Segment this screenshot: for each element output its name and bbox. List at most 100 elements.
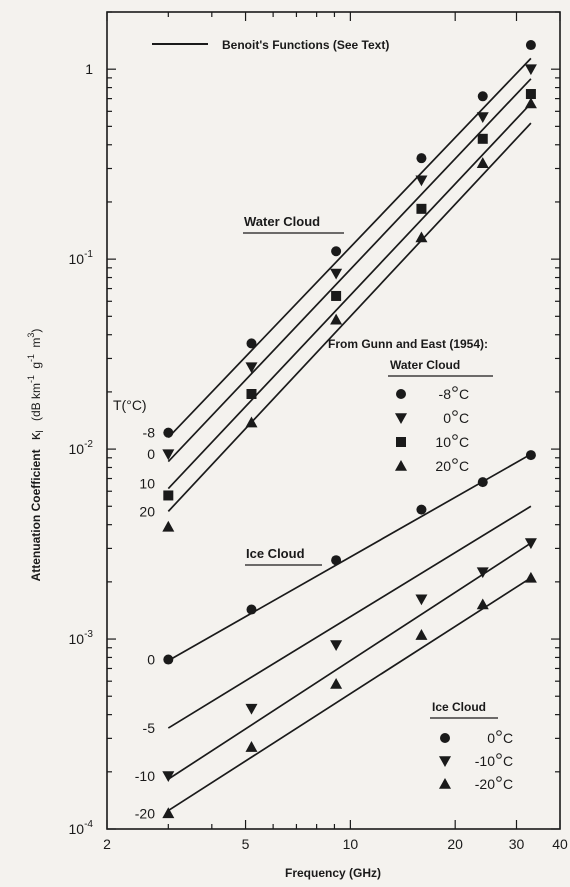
legend-entry-label: 20: [435, 458, 451, 474]
legend-entry-unit: C: [459, 386, 469, 402]
water-series-3-point: [330, 313, 343, 325]
water-series-3-point: [524, 97, 537, 109]
water-series-1-point: [162, 449, 175, 461]
water-series-0-point: [525, 40, 536, 51]
ice-series-4-point: [525, 450, 536, 461]
x-tick-label: 30: [509, 836, 525, 852]
plot-frame: [106, 11, 561, 830]
ice-benoit-line-7: [167, 577, 532, 812]
curve-temp-label: 0: [147, 446, 155, 462]
water-series-0-point: [477, 91, 488, 102]
ice-series-4-point: [477, 477, 488, 488]
legend-entry-unit: C: [459, 410, 469, 426]
legend-marker-water-0: [396, 389, 406, 399]
ice-series-5-point: [476, 567, 489, 579]
ice-series-6-point: [245, 741, 258, 752]
water-series-2-point: [477, 133, 488, 144]
water-benoit-line-2: [167, 102, 532, 490]
ice-series-4-point: [163, 654, 174, 665]
plot-border: [106, 11, 561, 830]
water-series-1-point: [415, 175, 428, 187]
water-series-2-point: [246, 388, 257, 399]
water-legend-title: Water Cloud: [390, 358, 460, 372]
degree-symbol: [496, 776, 502, 782]
text-labels: 2 5 10 20 30 40 10-4 10-3 10-2 10-1 1 -8 0 10 20 0 -5 -10…: [69, 61, 568, 852]
water-series-1-point: [245, 362, 258, 374]
water-benoit-line-3: [167, 122, 532, 512]
ice-series-6-point: [162, 807, 175, 819]
ice-series-6-point: [524, 571, 537, 583]
legend-marker-water-2: [396, 437, 406, 447]
ice-series-4-point: [416, 504, 427, 515]
water-series-3-point: [476, 157, 489, 168]
curve-temp-label: -8: [143, 425, 156, 441]
legend-entry-label: -20: [475, 776, 495, 792]
x-tick-label: 10: [343, 836, 359, 852]
x-axis-label: Frequency (GHz): [285, 866, 381, 880]
y-tick-label: 10-4: [69, 819, 94, 837]
water-series-0-point: [163, 427, 174, 438]
water-series-2-point: [525, 89, 536, 100]
legend-marker-ice-1: [439, 756, 451, 767]
y-axis-units-open: (dB km: [29, 383, 43, 421]
ice-series-5-point: [245, 703, 258, 715]
legend-marker-water-1: [395, 413, 407, 424]
water-series-3-point: [162, 520, 175, 532]
y-axis-units-exp2: -1: [26, 354, 36, 362]
benoit-lines: [167, 57, 532, 812]
ice-benoit-line-5: [167, 505, 532, 729]
legend-entry-unit: C: [503, 753, 513, 769]
ice-series-6-point: [415, 629, 428, 640]
curve-temp-label: -5: [143, 720, 156, 736]
ice-series-5-point: [415, 594, 428, 606]
axis-ticks: [106, 11, 561, 830]
water-series-0-point: [246, 338, 257, 349]
water-series-3-point: [245, 416, 258, 428]
water-series-1-point: [524, 64, 537, 76]
water-cloud-label: Water Cloud: [244, 214, 320, 229]
y-tick-label: 10-2: [69, 439, 94, 457]
x-tick-label: 20: [447, 836, 463, 852]
water-series-2-point: [416, 203, 427, 214]
ice-series-5-point: [162, 771, 175, 783]
temperature-header: T(°C): [113, 397, 147, 413]
y-tick-label: 10-1: [69, 249, 94, 267]
data-markers: [162, 40, 537, 819]
legend-entry-label: 10: [435, 434, 451, 450]
legend-entry-unit: C: [459, 434, 469, 450]
water-series-0-point: [331, 246, 342, 257]
y-tick-label: 1: [85, 61, 93, 77]
water-series-2-point: [163, 490, 174, 501]
x-tick-label: 2: [103, 836, 111, 852]
curve-temp-label: -20: [135, 805, 155, 821]
ice-series-4-point: [246, 604, 257, 615]
legend-entry-label: -10: [475, 753, 495, 769]
y-axis-subscript: l: [35, 430, 46, 432]
curve-temp-label: 10: [139, 475, 155, 491]
curve-temp-label: -10: [135, 768, 155, 784]
ice-series-5-point: [524, 538, 537, 550]
y-axis-units-exp3: 3: [26, 333, 36, 338]
water-benoit-line-0: [167, 57, 532, 439]
curve-temp-label: 20: [139, 503, 155, 519]
y-axis-label-text: Attenuation Coefficient: [29, 449, 43, 581]
water-benoit-line-1: [167, 78, 532, 463]
ice-benoit-line-6: [167, 542, 532, 780]
degree-symbol: [452, 386, 458, 392]
svg-text:Attenuation Coefficient: Attenuation Coefficient κl (dB km-1 g-1 …: [23, 329, 46, 582]
water-series-1-point: [476, 112, 489, 124]
legend-entry-unit: C: [459, 458, 469, 474]
legend-entry-label: 0: [487, 730, 495, 746]
ice-legend-title: Ice Cloud: [432, 700, 486, 714]
marker-legend: -8 C0 C10 C20 C0 C-10 C-20 C: [395, 386, 513, 792]
water-series-1-point: [330, 268, 343, 280]
y-axis-units-exp1: -1: [26, 375, 36, 383]
x-tick-label: 40: [552, 836, 568, 852]
degree-symbol: [452, 458, 458, 464]
legend-entry-unit: C: [503, 730, 513, 746]
degree-symbol: [496, 753, 502, 759]
gunn-east-header: From Gunn and East (1954):: [328, 337, 488, 351]
ice-cloud-label: Ice Cloud: [246, 546, 305, 561]
degree-symbol: [452, 434, 458, 440]
